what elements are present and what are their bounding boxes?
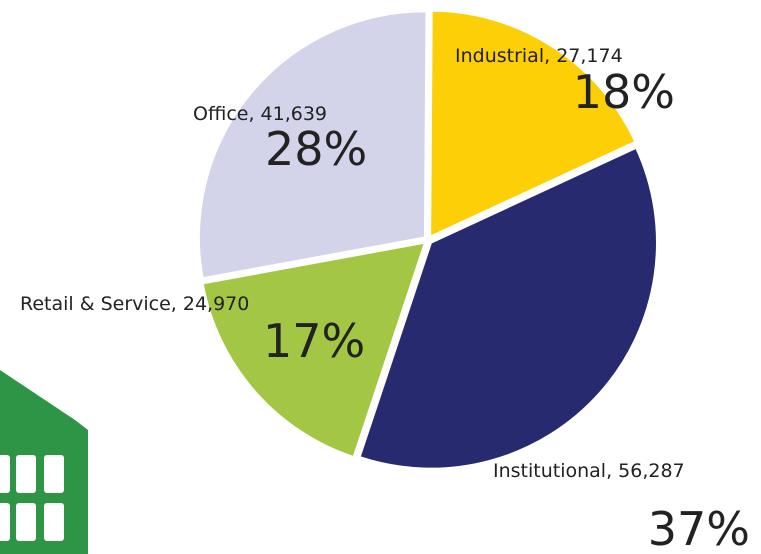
building-icon [0, 370, 88, 554]
slice-percent: 18% [573, 65, 675, 119]
pie-slice [201, 241, 427, 459]
slice-percent: 17% [263, 314, 365, 368]
slice-label: Institutional, 56,287 [493, 460, 685, 482]
slice-label: Office, 41,639 [193, 103, 327, 125]
slice-label: Industrial, 27,174 [455, 45, 623, 67]
slice-percent: 28% [265, 122, 367, 176]
pie-slice [197, 10, 428, 280]
pie-slice [429, 9, 637, 239]
pie-slice [358, 146, 658, 470]
slice-percent: 37% [648, 502, 750, 554]
slice-label: Retail & Service, 24,970 [20, 293, 249, 315]
